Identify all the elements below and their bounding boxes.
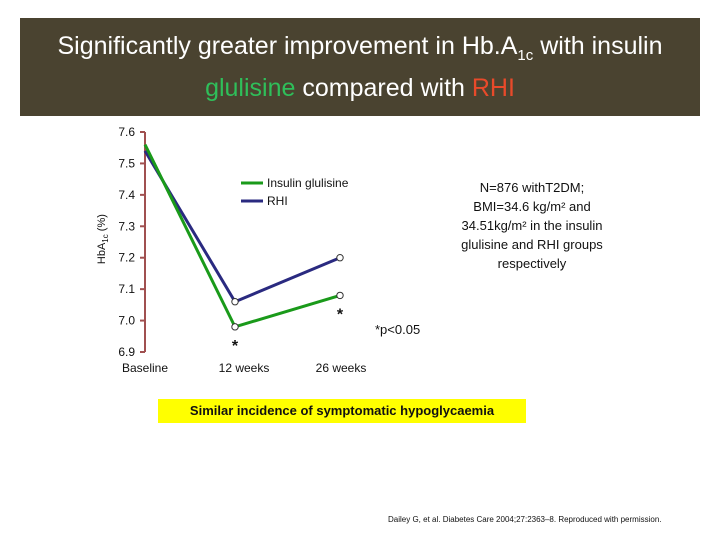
data-point-rhi xyxy=(231,298,239,306)
significance-marker: * xyxy=(337,306,344,323)
study-note: N=876 withT2DM; BMI=34.6 kg/m² and 34.51… xyxy=(432,178,632,273)
title-text-2: with insulin xyxy=(533,32,663,60)
note-line: N=876 withT2DM; xyxy=(479,180,585,195)
x-tick-label: 26 weeks xyxy=(316,361,367,375)
title-line-1: Significantly greater improvement in Hb.… xyxy=(20,30,700,72)
title-banner: Significantly greater improvement in Hb.… xyxy=(20,18,700,116)
series-line-rhi xyxy=(143,150,341,304)
y-tick-label: 7.5 xyxy=(118,156,135,170)
note-line: 34.51kg/m² in the insulin xyxy=(461,218,603,233)
x-tick-label: Baseline xyxy=(122,361,168,375)
y-tick-label: 7.6 xyxy=(118,125,135,139)
y-tick-label: 6.9 xyxy=(118,345,135,359)
y-tick-label: 7.2 xyxy=(118,251,135,265)
title-subscript: 1c xyxy=(517,47,534,64)
title-rhi: RHI xyxy=(471,74,515,102)
x-tick-label: 12 weeks xyxy=(219,361,270,375)
hypoglycaemia-highlight: Similar incidence of symptomatic hypogly… xyxy=(158,399,526,423)
data-point-glulisine xyxy=(231,323,239,331)
y-tick-label: 7.3 xyxy=(118,219,135,233)
y-tick-label: 7.1 xyxy=(118,282,135,296)
y-tick-label: 7.0 xyxy=(118,314,135,328)
p-value-note: *p<0.05 xyxy=(375,322,421,337)
legend-label: RHI xyxy=(267,194,288,208)
legend-label: Insulin glulisine xyxy=(267,176,349,190)
title-glulisine: glulisine xyxy=(205,74,296,102)
title-line-2: glulisine compared with RHI xyxy=(20,72,700,104)
title-text-1: Significantly greater improvement in Hb.… xyxy=(57,32,518,60)
title-compared: compared with xyxy=(295,74,472,102)
note-line: respectively xyxy=(497,256,567,271)
citation: Dailey G, et al. Diabetes Care 2004;27:2… xyxy=(388,515,662,524)
data-point-glulisine xyxy=(336,291,344,300)
note-line: glulisine and RHI groups xyxy=(461,237,603,252)
significance-marker: * xyxy=(232,338,239,355)
note-line: BMI=34.6 kg/m² and xyxy=(473,199,591,214)
data-point-rhi xyxy=(336,254,344,262)
y-tick-label: 7.4 xyxy=(118,188,135,202)
